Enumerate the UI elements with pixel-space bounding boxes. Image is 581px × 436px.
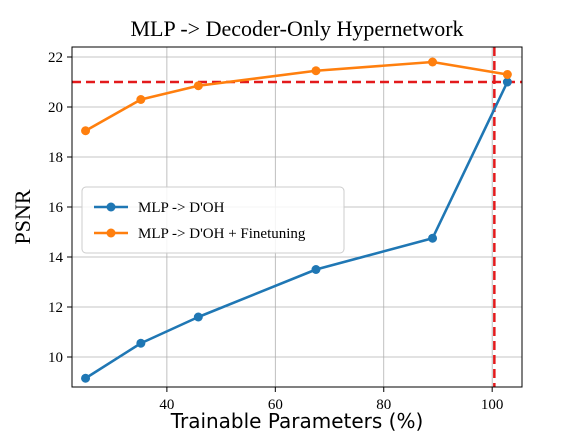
x-tick-label: 80 [376, 397, 391, 413]
plot-frame [71, 46, 523, 388]
y-tick-label: 14 [48, 250, 64, 266]
reference-lines [72, 47, 522, 387]
data-point [311, 66, 321, 76]
legend-box [81, 186, 345, 254]
grid [72, 47, 522, 387]
data-point [428, 57, 438, 67]
data-point [502, 70, 512, 79]
data-point [193, 312, 203, 322]
series-0 [81, 77, 512, 383]
data-point [193, 81, 203, 91]
legend-label: MLP -> D'OH + Finetuning [138, 226, 306, 242]
data-point [311, 265, 321, 274]
axis-ticks: 40 60 80 100 10 12 14 16 18 20 22 [48, 50, 503, 413]
data-point [81, 373, 91, 383]
data-point [428, 233, 438, 243]
data-point [136, 338, 146, 348]
legend-swatch-marker [106, 202, 116, 212]
data-point [81, 126, 91, 136]
legend: MLP -> D'OH MLP -> D'OH + Finetuning [81, 186, 345, 254]
y-tick-label: 18 [48, 150, 63, 166]
y-tick-label: 16 [48, 200, 64, 216]
series-1 [81, 57, 512, 136]
y-axis-label: PSNR [10, 189, 35, 244]
x-tick-label: 60 [268, 397, 283, 413]
legend-label: MLP -> D'OH [138, 200, 225, 216]
data-point [136, 95, 146, 104]
chart-title: MLP -> Decoder-Only Hypernetwork [130, 16, 463, 41]
series-line [84, 81, 509, 380]
series-layer [81, 57, 512, 383]
y-tick-label: 22 [48, 50, 63, 66]
x-axis-label: Trainable Parameters (%) [170, 409, 424, 433]
y-tick-label: 20 [48, 100, 63, 116]
x-tick-label: 100 [481, 397, 504, 413]
x-tick-label: 40 [159, 397, 174, 413]
series-line [84, 60, 508, 132]
legend-swatch-marker [106, 228, 116, 238]
data-point [502, 77, 512, 87]
y-tick-label: 12 [48, 300, 63, 316]
y-tick-label: 10 [48, 350, 63, 366]
